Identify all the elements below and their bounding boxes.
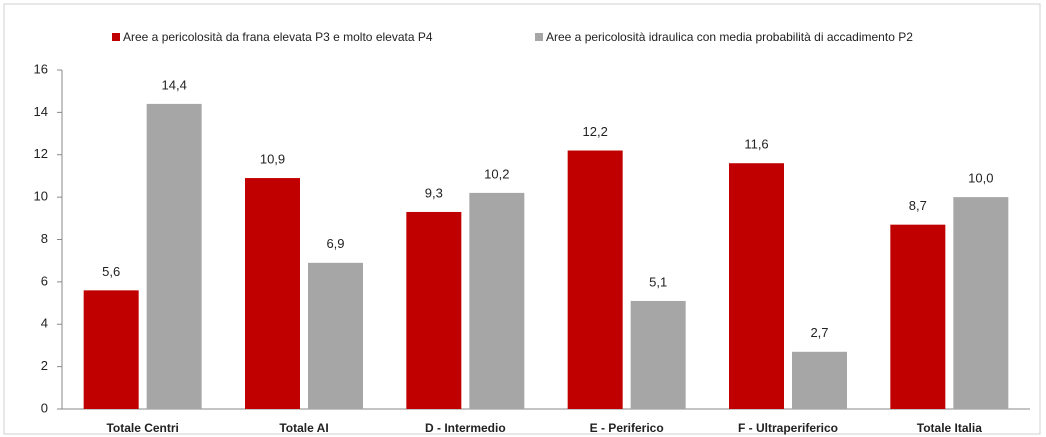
chart-border: [3, 3, 1041, 435]
bar: [469, 192, 525, 409]
bar: [83, 290, 139, 409]
data-label: 10,0: [968, 171, 993, 186]
x-tick-label: Totale AI: [279, 421, 328, 435]
bar: [953, 197, 1009, 409]
x-tick-label: D - Intermedio: [425, 421, 506, 435]
legend-swatch: [535, 33, 543, 41]
legend-label: Aree a pericolosità da frana elevata P3 …: [123, 30, 433, 44]
bar: [890, 224, 946, 409]
data-label: 11,6: [744, 137, 768, 152]
bar: [792, 351, 847, 409]
x-tick-label: Totale Italia: [917, 421, 982, 435]
data-label: 6,9: [326, 236, 344, 251]
bar: [567, 150, 623, 409]
bar: [308, 262, 363, 409]
y-tick-label: 12: [34, 146, 48, 161]
data-label: 5,1: [649, 274, 667, 289]
bar: [146, 103, 202, 410]
y-tick-label: 4: [41, 316, 48, 331]
y-tick-label: 14: [34, 104, 48, 119]
y-tick-label: 6: [41, 273, 48, 288]
data-label: 5,6: [102, 264, 120, 279]
x-tick-label: Totale Centri: [106, 421, 178, 435]
data-label: 10,9: [260, 151, 285, 166]
bar: [630, 300, 686, 409]
bar: [406, 211, 462, 409]
legend-label: Aree a pericolosità idraulica con media …: [546, 30, 913, 44]
y-tick-label: 0: [41, 400, 48, 415]
data-label: 10,2: [484, 166, 509, 181]
legend-swatch: [112, 33, 120, 41]
y-tick-label: 8: [41, 231, 48, 246]
bar: [729, 163, 784, 409]
data-label: 8,7: [909, 198, 927, 213]
data-label: 12,2: [583, 124, 608, 139]
y-tick-label: 16: [34, 61, 48, 76]
data-label: 2,7: [810, 325, 828, 340]
data-label: 9,3: [425, 185, 443, 200]
bar: [245, 178, 300, 409]
y-tick-label: 10: [34, 189, 48, 204]
y-tick-label: 2: [41, 358, 48, 373]
data-label: 14,4: [162, 77, 187, 92]
x-tick-label: F - Ultraperiferico: [738, 421, 838, 435]
x-tick-label: E - Periferico: [590, 421, 664, 435]
